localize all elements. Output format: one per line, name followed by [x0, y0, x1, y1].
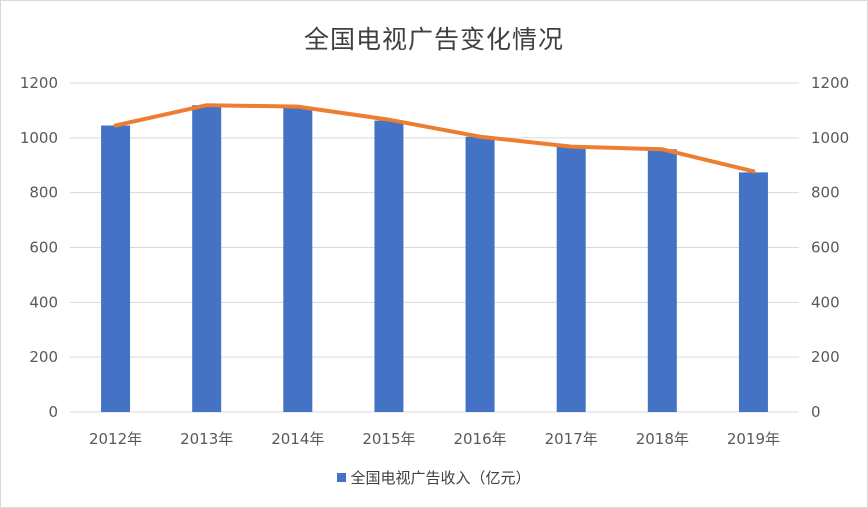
y-tick-label: 1000	[20, 129, 58, 147]
bar	[465, 136, 495, 412]
x-tick-label: 2015年	[362, 430, 415, 448]
x-tick-label: 2019年	[727, 430, 780, 448]
legend: 全国电视广告收入（亿元）	[0, 467, 868, 488]
y2-tick-label: 400	[811, 293, 840, 311]
y-tick-label: 1200	[20, 74, 58, 92]
x-tick-label: 2017年	[545, 430, 598, 448]
bar	[192, 105, 222, 413]
y-tick-label: 400	[29, 293, 58, 311]
y-tick-label: 600	[29, 239, 58, 257]
y-tick-label: 800	[29, 184, 58, 202]
bar	[647, 149, 677, 412]
bar	[738, 172, 768, 412]
legend-swatch-bar	[337, 473, 347, 482]
legend-label-bar: 全国电视广告收入（亿元）	[350, 469, 531, 487]
y-tick-label: 0	[48, 403, 58, 421]
y2-tick-label: 0	[811, 403, 821, 421]
series-line	[113, 103, 756, 174]
bar	[374, 120, 404, 412]
x-tick-label: 2013年	[180, 430, 233, 448]
y2-tick-label: 1200	[811, 74, 849, 92]
y2-tick-label: 600	[811, 239, 840, 257]
bar	[283, 107, 313, 413]
x-tick-label: 2012年	[89, 430, 142, 448]
y2-tick-label: 200	[811, 348, 840, 366]
x-tick-label: 2018年	[636, 430, 689, 448]
bar	[556, 146, 586, 412]
x-tick-label: 2016年	[453, 430, 506, 448]
y2-tick-label: 1000	[811, 129, 849, 147]
y2-tick-label: 800	[811, 184, 840, 202]
bar	[101, 125, 131, 412]
y-tick-label: 200	[29, 348, 58, 366]
x-tick-label: 2014年	[271, 430, 324, 448]
chart-title: 全国电视广告变化情况	[303, 25, 564, 54]
